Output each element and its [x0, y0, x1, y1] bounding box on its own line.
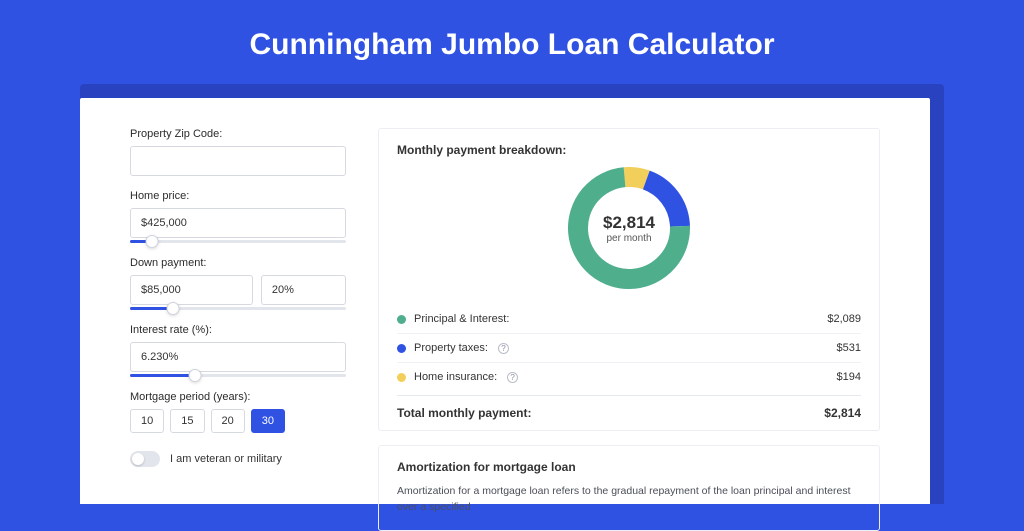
donut-chart: $2,814 per month	[568, 167, 690, 289]
info-icon[interactable]: ?	[498, 343, 509, 354]
breakdown-title: Monthly payment breakdown:	[397, 143, 861, 157]
period-option-20[interactable]: 20	[211, 409, 245, 433]
donut-sub: per month	[606, 233, 651, 244]
amortization-body: Amortization for a mortgage loan refers …	[397, 484, 861, 516]
period-group: Mortgage period (years): 1015 2030	[130, 391, 346, 433]
down-payment-label: Down payment:	[130, 257, 346, 269]
home-price-input[interactable]	[130, 208, 346, 238]
home-price-label: Home price:	[130, 190, 346, 202]
period-option-10[interactable]: 10	[130, 409, 164, 433]
slider-thumb[interactable]	[145, 235, 158, 248]
breakdown-column: Monthly payment breakdown: $2,814 per mo…	[370, 98, 930, 504]
down-payment-group: Down payment:	[130, 257, 346, 310]
legend-value: $2,089	[827, 313, 861, 325]
donut-amount: $2,814	[603, 213, 655, 233]
interest-label: Interest rate (%):	[130, 324, 346, 336]
legend: Principal & Interest: $2,089 Property taxe…	[397, 305, 861, 391]
amortization-title: Amortization for mortgage loan	[397, 460, 861, 474]
veteran-row: I am veteran or military	[130, 451, 346, 467]
legend-value: $194	[837, 371, 861, 383]
interest-slider[interactable]	[130, 374, 346, 377]
page-title: Cunningham Jumbo Loan Calculator	[0, 0, 1024, 84]
legend-row: Property taxes:? $531	[397, 333, 861, 362]
period-segmented: 1015 2030	[130, 409, 346, 433]
interest-group: Interest rate (%):	[130, 324, 346, 377]
period-option-30[interactable]: 30	[251, 409, 285, 433]
legend-label: Home insurance:	[414, 371, 497, 383]
home-price-slider[interactable]	[130, 240, 346, 243]
legend-value: $531	[837, 342, 861, 354]
card-shadow: Property Zip Code: Home price: Down paym…	[80, 84, 944, 504]
interest-input[interactable]	[130, 342, 346, 372]
legend-dot	[397, 315, 406, 324]
veteran-toggle[interactable]	[130, 451, 160, 467]
zip-input[interactable]	[130, 146, 346, 176]
total-row: Total monthly payment: $2,814	[397, 395, 861, 420]
calculator-card: Property Zip Code: Home price: Down paym…	[80, 98, 930, 504]
home-price-group: Home price:	[130, 190, 346, 243]
legend-dot	[397, 373, 406, 382]
down-payment-slider[interactable]	[130, 307, 346, 310]
down-payment-amount-input[interactable]	[130, 275, 253, 305]
veteran-label: I am veteran or military	[170, 453, 282, 465]
legend-label: Property taxes:	[414, 342, 488, 354]
total-label: Total monthly payment:	[397, 406, 531, 420]
period-option-15[interactable]: 15	[170, 409, 204, 433]
zip-group: Property Zip Code:	[130, 128, 346, 176]
down-payment-pct-input[interactable]	[261, 275, 346, 305]
slider-thumb[interactable]	[188, 369, 201, 382]
amortization-panel: Amortization for mortgage loan Amortizat…	[378, 445, 880, 531]
donut-center: $2,814 per month	[568, 167, 690, 289]
total-value: $2,814	[824, 406, 861, 420]
legend-label: Principal & Interest:	[414, 313, 509, 325]
zip-label: Property Zip Code:	[130, 128, 346, 140]
inputs-column: Property Zip Code: Home price: Down paym…	[80, 98, 370, 504]
slider-thumb[interactable]	[167, 302, 180, 315]
legend-row: Home insurance:? $194	[397, 362, 861, 391]
legend-dot	[397, 344, 406, 353]
legend-row: Principal & Interest: $2,089	[397, 305, 861, 333]
period-label: Mortgage period (years):	[130, 391, 346, 403]
info-icon[interactable]: ?	[507, 372, 518, 383]
breakdown-panel: Monthly payment breakdown: $2,814 per mo…	[378, 128, 880, 431]
